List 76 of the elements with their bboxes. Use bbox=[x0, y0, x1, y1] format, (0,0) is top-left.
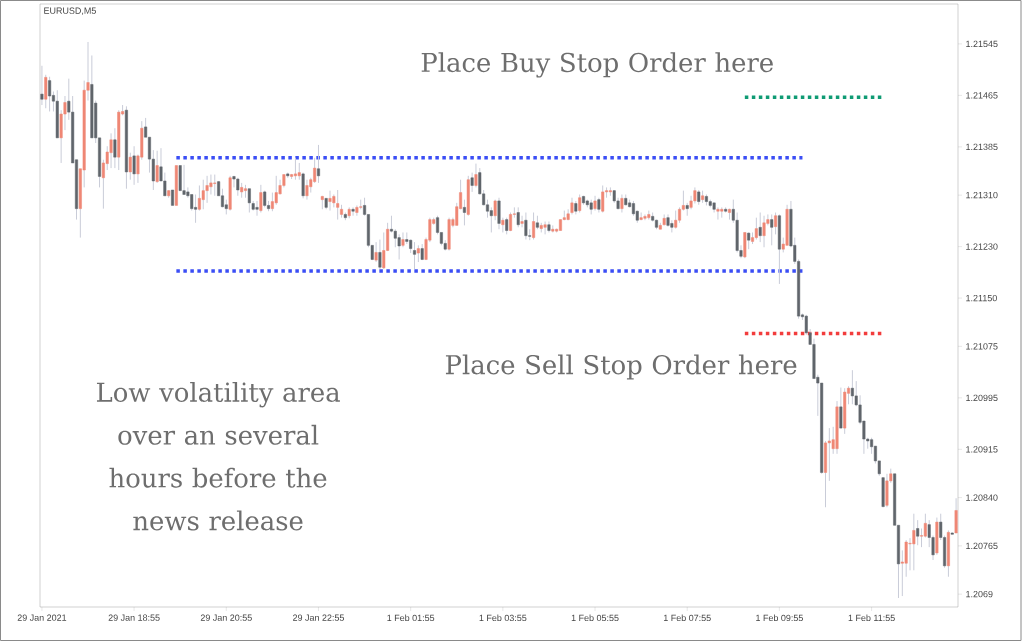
annotation: Place Buy Stop Order here bbox=[421, 52, 773, 78]
candlestick bbox=[754, 217, 758, 241]
candlestick bbox=[374, 241, 378, 263]
x-tick-label: 1 Feb 05:55 bbox=[571, 614, 619, 622]
candlestick bbox=[639, 212, 643, 221]
candlestick bbox=[328, 190, 332, 212]
y-tick-label: 1.21465 bbox=[966, 92, 998, 99]
candlestick bbox=[351, 206, 355, 217]
candlestick bbox=[770, 213, 774, 246]
x-tick-label: 1 Feb 07:55 bbox=[663, 614, 711, 622]
candlestick bbox=[401, 231, 405, 248]
candlestick bbox=[48, 76, 52, 112]
candlestick bbox=[601, 184, 605, 214]
x-tick-label: 29 Jan 18:55 bbox=[108, 614, 160, 621]
candlestick bbox=[524, 212, 528, 241]
y-tick-label: 1.20915 bbox=[966, 446, 998, 453]
candlestick bbox=[620, 193, 624, 214]
candlestick bbox=[259, 184, 263, 214]
y-tick-label: 1.21545 bbox=[966, 40, 998, 48]
candlestick bbox=[850, 369, 854, 405]
candlestick bbox=[355, 204, 359, 217]
y-tick-label: 1.21230 bbox=[966, 243, 998, 250]
candlestick bbox=[113, 127, 117, 169]
candlestick bbox=[762, 215, 766, 248]
x-tick-label: 1 Feb 11:55 bbox=[848, 614, 895, 622]
y-tick-label: 1.21385 bbox=[966, 143, 998, 151]
candlestick bbox=[132, 145, 136, 186]
candlestick bbox=[213, 174, 217, 197]
x-tick-label: 29 Jan 20:55 bbox=[200, 614, 252, 621]
chart-title: EURUSD,M5 bbox=[44, 7, 96, 15]
candlestick bbox=[920, 527, 923, 548]
candlestick bbox=[643, 213, 647, 221]
candlestick bbox=[197, 184, 201, 212]
candlestick bbox=[758, 212, 762, 243]
candlestick bbox=[516, 206, 520, 228]
candlestick bbox=[674, 210, 678, 230]
x-tick-label: 29 Jan 2021 bbox=[17, 614, 67, 621]
y-tick-label: 1.20840 bbox=[966, 494, 998, 501]
candlestick bbox=[378, 239, 382, 270]
x-tick-label: 29 Jan 22:55 bbox=[293, 614, 345, 621]
candlestick bbox=[128, 152, 132, 181]
y-tick-label: 1.20995 bbox=[966, 394, 998, 402]
candlestick bbox=[413, 241, 416, 270]
candlestick bbox=[520, 215, 524, 228]
candlestick bbox=[954, 497, 958, 534]
candlestick bbox=[247, 188, 251, 214]
candlestick bbox=[543, 221, 547, 235]
y-tick-label: 1.2069 bbox=[966, 590, 993, 598]
candlestick bbox=[194, 193, 198, 224]
candlestick bbox=[916, 519, 920, 546]
candlestick bbox=[497, 197, 501, 230]
x-tick-label: 1 Feb 09:55 bbox=[756, 614, 803, 622]
candlestick bbox=[382, 231, 386, 270]
x-tick-label: 1 Feb 01:55 bbox=[387, 614, 435, 622]
y-tick-label: 1.20765 bbox=[966, 542, 998, 550]
candlestick bbox=[155, 150, 159, 184]
candlestick bbox=[474, 163, 478, 188]
candlestick bbox=[397, 233, 401, 260]
candlestick bbox=[182, 164, 186, 195]
candlestick bbox=[109, 132, 113, 169]
annotation: Place Sell Stop Order here bbox=[445, 354, 797, 380]
candlestick bbox=[716, 206, 720, 221]
y-tick-label: 1.21075 bbox=[966, 343, 998, 350]
candlestick bbox=[255, 200, 259, 217]
candlestick bbox=[774, 212, 778, 235]
candlestick bbox=[201, 179, 205, 210]
candlestick bbox=[462, 199, 466, 226]
candlestick bbox=[40, 65, 44, 106]
candlestick bbox=[305, 179, 309, 201]
annotation: Low volatility area over an several hours before the news release bbox=[96, 381, 340, 531]
y-tick-label: 1.21150 bbox=[966, 294, 997, 302]
x-tick-label: 1 Feb 03:55 bbox=[479, 614, 527, 622]
candlestick bbox=[317, 144, 320, 184]
candlestick bbox=[839, 387, 843, 429]
y-tick-label: 1.21310 bbox=[966, 191, 998, 199]
candlestick bbox=[912, 513, 916, 571]
